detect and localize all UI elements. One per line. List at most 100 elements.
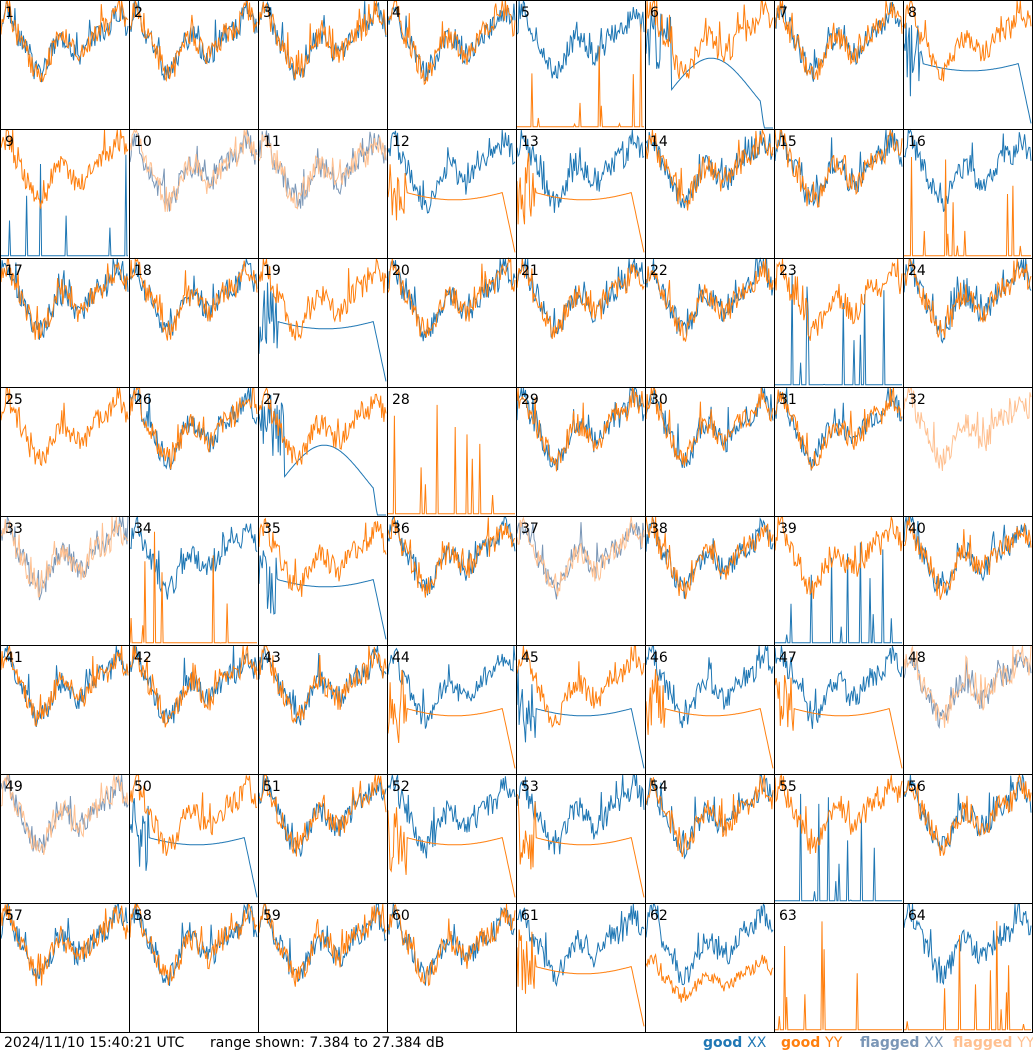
- panel-7-yy-line: [774, 0, 903, 80]
- panel-50-yy-line: [129, 774, 258, 856]
- panel-5-xx-line: [516, 0, 645, 79]
- panel-53-yy-line: [516, 794, 645, 898]
- panel-49-label: 49: [5, 779, 23, 795]
- panel-15-xx-line: [774, 129, 903, 208]
- panel-54-yy-line: [645, 774, 774, 857]
- panel-60: 60: [387, 902, 516, 987]
- panel-60-yy-line: [387, 903, 516, 987]
- panel-31-yy-line: [774, 387, 903, 471]
- panel-15-yy-line: [774, 129, 903, 208]
- panel-20-yy-line: [387, 257, 516, 338]
- panel-42-yy-line: [129, 645, 258, 728]
- panel-52-xx-line: [387, 774, 516, 859]
- panel-9: 9: [0, 129, 129, 257]
- panel-58-label: 58: [134, 908, 152, 924]
- panel-33-label: 33: [5, 521, 23, 537]
- panel-14-xx-line: [645, 130, 774, 209]
- panel-52-yy-line: [387, 807, 516, 898]
- panel-11-yy-line: [258, 134, 387, 210]
- panel-62-yy-line: [645, 953, 774, 1003]
- panel-8-xx-line: [903, 22, 1032, 124]
- panel-61: 61: [516, 903, 645, 1027]
- panel-18-label: 18: [134, 263, 152, 279]
- panel-46-yy-line: [645, 669, 774, 769]
- panel-58: 58: [129, 902, 258, 986]
- panel-16-label: 16: [908, 134, 926, 150]
- panel-10: 10: [129, 128, 258, 212]
- panel-64-label: 64: [908, 908, 926, 924]
- panel-34-label: 34: [134, 521, 152, 537]
- panel-12-xx-line: [387, 129, 516, 214]
- panel-62: 62: [645, 902, 774, 1003]
- panel-39-label: 39: [779, 521, 797, 537]
- panel-38-label: 38: [650, 521, 668, 537]
- panel-5-label: 5: [521, 5, 530, 21]
- panel-3-label: 3: [263, 5, 272, 21]
- panel-19-xx-line: [258, 282, 387, 382]
- legend-good-xx: good XX: [703, 1034, 766, 1052]
- panel-24-xx-line: [903, 258, 1032, 344]
- panel-25: 25: [0, 387, 129, 467]
- panel-9-yy-line: [0, 129, 129, 209]
- panel-10-yy-line: [129, 128, 258, 212]
- panel-23-xx-line: [775, 272, 902, 386]
- panel-28-label: 28: [392, 392, 410, 408]
- legend-good-yy-label: good: [781, 1035, 821, 1051]
- panel-33: 33: [0, 516, 129, 601]
- panel-3: 3: [258, 0, 387, 81]
- panel-55-xx-line: [775, 793, 902, 902]
- panel-42-label: 42: [134, 650, 152, 666]
- panel-36-yy-line: [387, 516, 516, 598]
- panel-57: 57: [0, 902, 129, 987]
- panel-56: 56: [903, 773, 1032, 856]
- panel-11: 11: [258, 130, 387, 210]
- panel-15: 15: [774, 129, 903, 208]
- panel-31-label: 31: [779, 392, 797, 408]
- panel-22-label: 22: [650, 263, 668, 279]
- panel-14-yy-line: [645, 129, 774, 211]
- panel-26-label: 26: [134, 392, 152, 408]
- panel-49-yy-line: [0, 774, 129, 855]
- panel-46-xx-line: [645, 645, 774, 729]
- panel-64-xx-line: [903, 903, 1032, 986]
- panel-63-label: 63: [779, 908, 797, 924]
- panel-64: 64: [903, 903, 1032, 1031]
- panel-9-label: 9: [5, 134, 14, 150]
- panel-55-label: 55: [779, 779, 797, 795]
- panel-32: 32: [903, 387, 1032, 472]
- panel-57-yy-line: [0, 903, 129, 987]
- panel-30-label: 30: [650, 392, 668, 408]
- panel-1: 1: [0, 0, 129, 83]
- panel-12-yy-line: [387, 164, 516, 253]
- panel-51-label: 51: [263, 779, 281, 795]
- panel-53: 53: [516, 774, 645, 898]
- panel-41: 41: [0, 645, 129, 728]
- panel-24-yy-line: [903, 258, 1032, 339]
- panel-21-yy-line: [516, 258, 645, 340]
- panel-23: 23: [774, 258, 903, 386]
- panel-27-label: 27: [263, 392, 281, 408]
- panel-19-label: 19: [263, 263, 281, 279]
- legend-flagged-yy: flagged YY: [953, 1034, 1033, 1052]
- panel-31: 31: [774, 387, 903, 471]
- panel-64-yy-line: [904, 921, 1031, 1031]
- panel-57-xx-line: [0, 902, 129, 983]
- panel-50: 50: [129, 774, 258, 898]
- panel-1-xx-line: [0, 1, 129, 83]
- panel-39: 39: [774, 516, 903, 644]
- panel-44-label: 44: [392, 650, 410, 666]
- panel-45-yy-line: [516, 645, 645, 728]
- panel-12-label: 12: [392, 134, 410, 150]
- panel-61-xx-line: [516, 903, 645, 987]
- panel-40-label: 40: [908, 521, 926, 537]
- legend-good-yy: good YY: [781, 1034, 842, 1052]
- panel-45-label: 45: [521, 650, 539, 666]
- panel-5: 5: [516, 0, 645, 128]
- panel-49-xx-line: [0, 774, 129, 853]
- panel-40: 40: [903, 516, 1032, 600]
- panel-40-yy-line: [903, 516, 1032, 600]
- panel-30: 30: [645, 386, 774, 468]
- legend-good-yy-pol: YY: [825, 1035, 843, 1051]
- panel-58-xx-line: [129, 903, 258, 986]
- panel-25-label: 25: [5, 392, 23, 408]
